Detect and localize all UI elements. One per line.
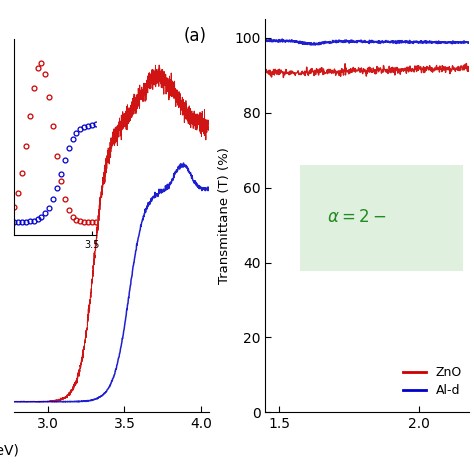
Y-axis label: Transmittane (T) (%): Transmittane (T) (%) [219, 147, 231, 284]
Text: (eV): (eV) [0, 444, 20, 458]
Text: (a): (a) [183, 27, 206, 45]
Text: $\alpha = 2 -$: $\alpha = 2 -$ [327, 209, 386, 226]
FancyBboxPatch shape [300, 164, 463, 271]
Legend: ZnO, Al-d: ZnO, Al-d [398, 361, 467, 402]
